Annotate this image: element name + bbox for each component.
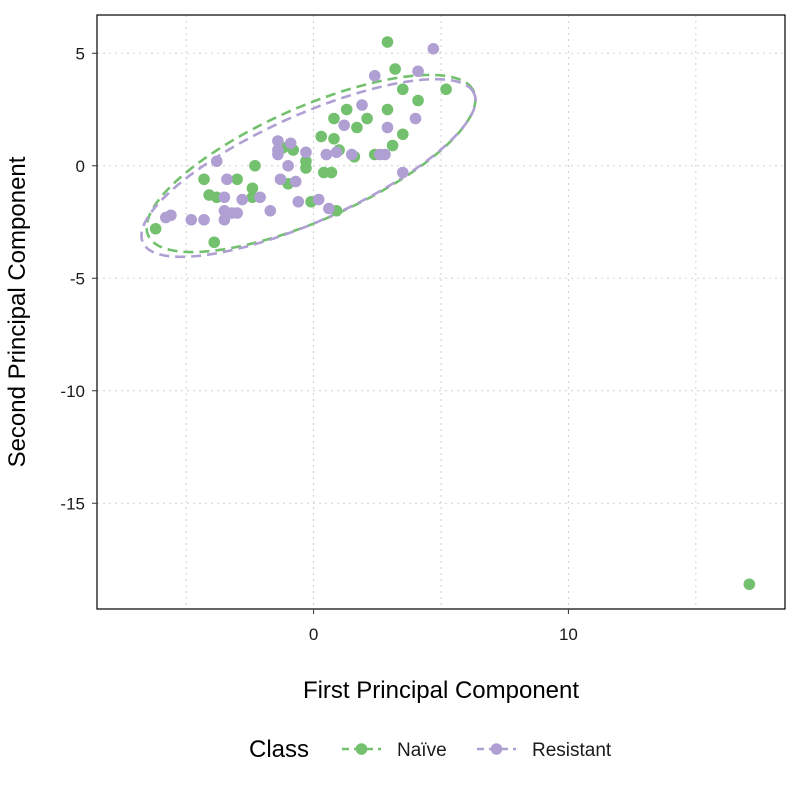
point-naive bbox=[340, 103, 353, 116]
point-resistant bbox=[160, 211, 172, 224]
ellipse-resistant bbox=[140, 77, 477, 259]
point-naive bbox=[440, 83, 452, 96]
plot-panel-border bbox=[96, 14, 786, 610]
legend-label-resistant: Resistant bbox=[532, 740, 612, 761]
point-naive bbox=[198, 173, 210, 186]
confidence-ellipses bbox=[140, 73, 477, 259]
point-resistant bbox=[185, 213, 198, 226]
y-tick-label: -5 bbox=[70, 269, 85, 288]
point-resistant bbox=[254, 191, 266, 204]
point-resistant bbox=[264, 204, 277, 217]
point-naive bbox=[389, 63, 401, 75]
point-naive bbox=[325, 166, 338, 179]
y-axis-title: Second Principal Component bbox=[4, 156, 31, 467]
point-resistant bbox=[284, 137, 297, 150]
point-resistant bbox=[282, 159, 294, 172]
point-resistant bbox=[272, 135, 284, 147]
legend-title: Class bbox=[249, 736, 309, 763]
legend: Class Naïve Resistant bbox=[249, 736, 612, 763]
point-naive bbox=[149, 222, 162, 235]
legend-label-naive: Naïve bbox=[397, 740, 447, 761]
point-naive bbox=[381, 103, 394, 116]
y-tick-label: -15 bbox=[60, 494, 85, 513]
legend-item-naive: Naïve bbox=[342, 740, 447, 761]
point-naive bbox=[351, 121, 363, 134]
legend-key-point bbox=[355, 743, 368, 755]
point-naive bbox=[381, 36, 394, 48]
point-naive bbox=[361, 112, 373, 125]
point-resistant bbox=[368, 69, 381, 82]
y-tick-label: 5 bbox=[76, 44, 85, 63]
point-naive bbox=[300, 162, 312, 174]
point-resistant bbox=[330, 146, 343, 159]
point-resistant bbox=[381, 121, 394, 134]
y-tick-label: 0 bbox=[76, 157, 85, 176]
x-tick-label: 0 bbox=[309, 625, 318, 644]
point-resistant bbox=[346, 148, 358, 161]
point-resistant bbox=[236, 193, 249, 206]
point-naive bbox=[386, 139, 399, 152]
point-naive bbox=[249, 159, 261, 172]
x-tick-label: 10 bbox=[559, 625, 578, 644]
point-resistant bbox=[272, 148, 284, 161]
ellipse-naive bbox=[145, 73, 477, 254]
point-naive bbox=[743, 578, 756, 591]
point-resistant bbox=[320, 148, 333, 161]
data-points bbox=[149, 36, 756, 591]
point-resistant bbox=[198, 213, 210, 226]
point-resistant bbox=[221, 173, 233, 186]
point-resistant bbox=[289, 175, 302, 188]
point-naive bbox=[412, 94, 424, 107]
point-naive bbox=[396, 128, 409, 141]
point-naive bbox=[208, 236, 221, 249]
point-naive bbox=[396, 83, 409, 96]
point-naive bbox=[328, 112, 340, 125]
point-naive bbox=[315, 130, 328, 143]
legend-item-resistant: Resistant bbox=[477, 740, 612, 761]
point-resistant bbox=[218, 213, 231, 226]
grid-lines bbox=[97, 15, 785, 609]
point-resistant bbox=[338, 119, 350, 132]
point-resistant bbox=[210, 155, 223, 168]
point-resistant bbox=[300, 146, 312, 159]
point-resistant bbox=[427, 42, 440, 55]
y-tick-label: -10 bbox=[60, 382, 85, 401]
point-resistant bbox=[356, 99, 368, 111]
point-resistant bbox=[292, 195, 305, 208]
legend-items: Naïve Resistant bbox=[342, 740, 612, 761]
point-naive bbox=[231, 173, 243, 186]
point-resistant bbox=[409, 112, 422, 125]
point-resistant bbox=[323, 202, 335, 215]
axis-ticks: 0 10 5 0 -5 -10 -15 bbox=[60, 44, 577, 644]
point-resistant bbox=[231, 207, 243, 219]
point-naive bbox=[328, 132, 340, 145]
point-resistant bbox=[396, 166, 409, 179]
point-naive bbox=[246, 182, 259, 195]
point-resistant bbox=[412, 65, 424, 78]
point-resistant bbox=[274, 173, 287, 186]
x-axis-title: First Principal Component bbox=[303, 677, 579, 704]
point-resistant bbox=[374, 148, 386, 161]
point-resistant bbox=[312, 193, 325, 206]
point-resistant bbox=[218, 191, 231, 204]
legend-key-point bbox=[490, 743, 503, 755]
